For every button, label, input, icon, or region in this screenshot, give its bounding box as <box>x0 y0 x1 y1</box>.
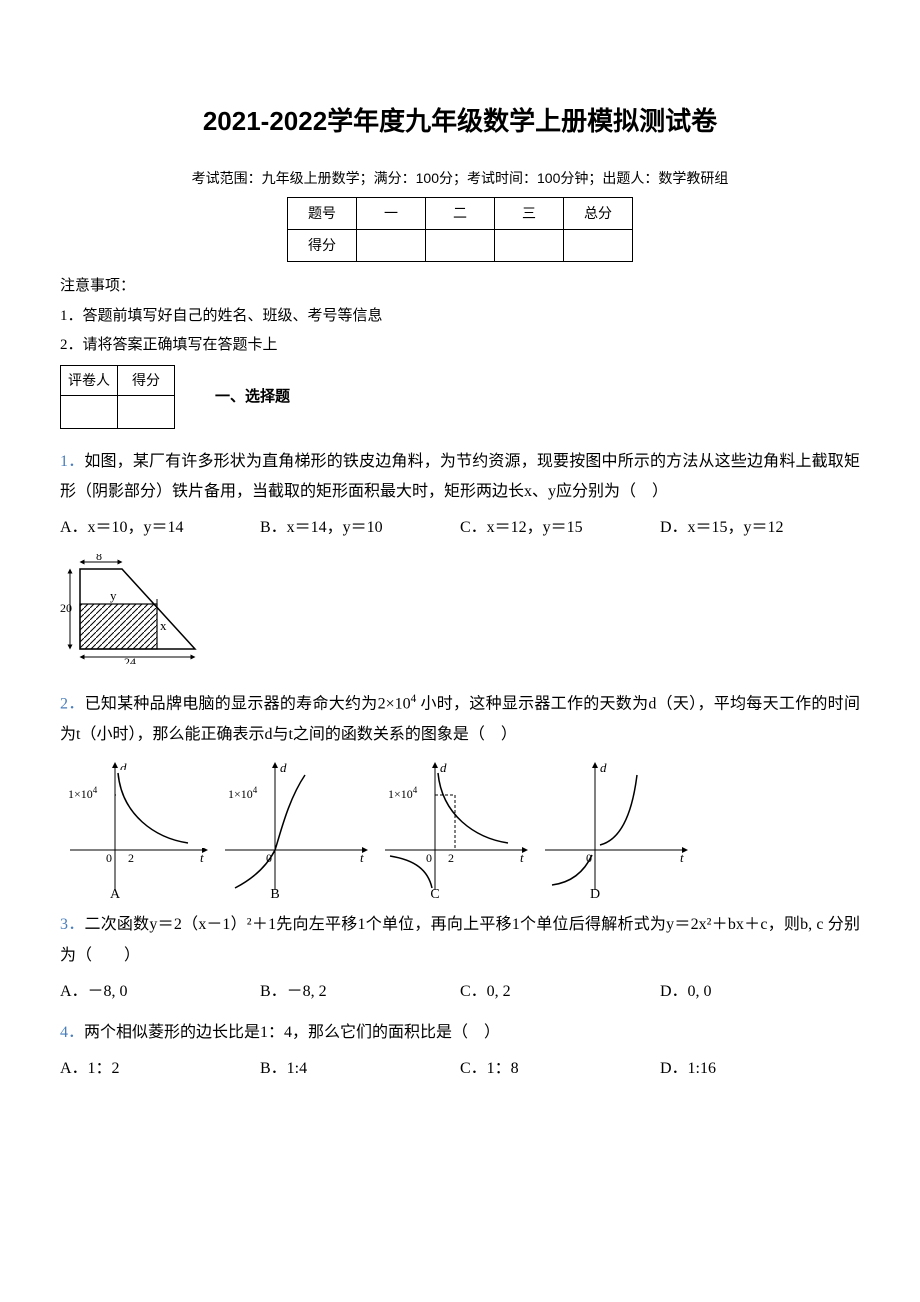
q1-opt-c: C．x＝12，y＝15 <box>460 513 660 543</box>
score-h4: 总分 <box>564 198 633 230</box>
score-blank <box>426 229 495 261</box>
svg-text:0: 0 <box>426 851 432 865</box>
q4-number: 4． <box>60 1024 84 1041</box>
q1-diagram: 8 20 24 y x <box>60 554 860 675</box>
grader-table: 评卷人 得分 <box>60 365 175 429</box>
question-1: 1．如图，某厂有许多形状为直角梯形的铁皮边角料，为节约资源，现要按图中所示的方法… <box>60 447 860 508</box>
svg-text:D: D <box>590 887 600 900</box>
score-blank <box>564 229 633 261</box>
q4-text: 两个相似菱形的边长比是1：4，那么它们的面积比是（ ） <box>84 1024 500 1041</box>
label-x: x <box>160 618 167 633</box>
page-title: 2021-2022学年度九年级数学上册模拟测试卷 <box>60 97 860 146</box>
svg-text:t: t <box>680 850 684 865</box>
q4-opt-d: D．1:16 <box>660 1054 860 1084</box>
svg-text:t: t <box>520 850 524 865</box>
score-blank <box>357 229 426 261</box>
q4-opt-a: A．1：2 <box>60 1054 260 1084</box>
score-table: 题号 一 二 三 总分 得分 <box>287 197 633 261</box>
question-4: 4．两个相似菱形的边长比是1：4，那么它们的面积比是（ ） <box>60 1018 860 1048</box>
q2-text-a: 已知某种品牌电脑的显示器的寿命大约为 <box>85 696 378 713</box>
score-h3: 三 <box>495 198 564 230</box>
q3-number: 3． <box>60 916 84 933</box>
svg-text:C: C <box>430 887 439 900</box>
svg-text:2: 2 <box>448 851 454 865</box>
notice-title: 注意事项： <box>60 272 860 301</box>
score-h1: 一 <box>357 198 426 230</box>
question-3: 3．二次函数y＝2（x－1）²＋1先向左平移1个单位，再向上平移1个单位后得解析… <box>60 910 860 971</box>
grader-blank <box>118 395 175 428</box>
q3-text: 二次函数y＝2（x－1）²＋1先向左平移1个单位，再向上平移1个单位后得解析式为… <box>60 916 860 963</box>
q1-text: 如图，某厂有许多形状为直角梯形的铁皮边角料，为节约资源，现要按图中所示的方法从这… <box>60 453 860 500</box>
grader-c2: 得分 <box>118 366 175 396</box>
grader-blank <box>61 395 118 428</box>
svg-text:d: d <box>440 760 447 775</box>
q2-number: 2． <box>60 696 85 713</box>
score-h2: 二 <box>426 198 495 230</box>
svg-text:d: d <box>280 760 287 775</box>
q4-opt-b: B．1:4 <box>260 1054 460 1084</box>
q2-graph-c: d t 0 2 1×104 C <box>380 760 530 900</box>
q2-graph-a: d t 0 2 1×104 A <box>60 760 210 900</box>
svg-text:A: A <box>110 887 121 900</box>
svg-text:2: 2 <box>128 851 134 865</box>
svg-text:0: 0 <box>106 851 112 865</box>
q2-power: 2×10 <box>378 696 411 713</box>
svg-text:t: t <box>200 850 204 865</box>
q2-graphs: d t 0 2 1×104 A d t 0 1×104 B d t 0 2 1×… <box>60 760 860 900</box>
svg-text:t: t <box>360 850 364 865</box>
q3-options: A．－8, 0 B．－8, 2 C．0, 2 D．0, 0 <box>60 977 860 1007</box>
svg-text:1×104: 1×104 <box>228 785 258 801</box>
q3-opt-b: B．－8, 2 <box>260 977 460 1007</box>
score-blank <box>495 229 564 261</box>
q4-opt-c: C．1：8 <box>460 1054 660 1084</box>
q3-opt-c: C．0, 2 <box>460 977 660 1007</box>
q2-graph-b: d t 0 1×104 B <box>220 760 370 900</box>
dim-24: 24 <box>124 655 136 664</box>
notice-item-1: 1．答题前填写好自己的姓名、班级、考号等信息 <box>60 302 860 331</box>
q1-options: A．x＝10，y＝14 B．x＝14，y＝10 C．x＝12，y＝15 D．x＝… <box>60 513 860 543</box>
svg-text:d: d <box>600 760 607 775</box>
q1-opt-d: D．x＝15，y＝12 <box>660 513 860 543</box>
q3-opt-d: D．0, 0 <box>660 977 860 1007</box>
svg-text:B: B <box>270 887 279 900</box>
section-1-title: 一、选择题 <box>215 383 290 412</box>
question-2: 2．已知某种品牌电脑的显示器的寿命大约为2×104 小时，这种显示器工作的天数为… <box>60 689 860 750</box>
svg-text:1×104: 1×104 <box>68 785 98 801</box>
label-y: y <box>110 588 117 603</box>
score-h0: 题号 <box>288 198 357 230</box>
score-r2: 得分 <box>288 229 357 261</box>
svg-text:1×104: 1×104 <box>388 785 418 801</box>
grader-c1: 评卷人 <box>61 366 118 396</box>
q1-opt-a: A．x＝10，y＝14 <box>60 513 260 543</box>
q2-graph-d: d t 0 D <box>540 760 690 900</box>
dim-8: 8 <box>96 554 102 563</box>
q3-opt-a: A．－8, 0 <box>60 977 260 1007</box>
notice-item-2: 2．请将答案正确填写在答题卡上 <box>60 331 860 360</box>
q4-options: A．1：2 B．1:4 C．1：8 D．1:16 <box>60 1054 860 1084</box>
dim-20: 20 <box>60 601 72 615</box>
subtitle: 考试范围：九年级上册数学；满分：100分；考试时间：100分钟；出题人：数学教研… <box>60 165 860 192</box>
q1-opt-b: B．x＝14，y＝10 <box>260 513 460 543</box>
q1-number: 1． <box>60 453 84 470</box>
